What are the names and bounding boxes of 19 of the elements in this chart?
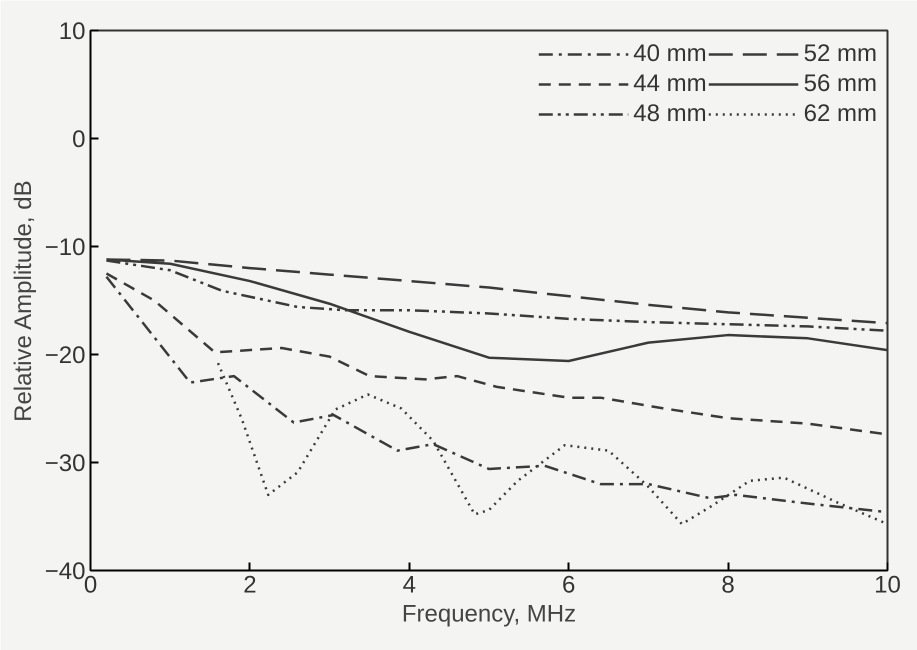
- y-tick-label: −10: [44, 234, 86, 261]
- legend-label: 62 mm: [804, 100, 877, 128]
- x-tick-label: 10: [874, 572, 901, 598]
- legend-label: 56 mm: [804, 70, 877, 98]
- legend-label: 52 mm: [804, 40, 877, 68]
- y-axis-title: Relative Amplitude, dB: [10, 180, 37, 422]
- legend-label: 48 mm: [633, 100, 707, 128]
- x-tick-label: 4: [402, 572, 416, 598]
- y-tick-label: −20: [44, 342, 86, 369]
- legend-label: 44 mm: [633, 70, 707, 98]
- legend-label: 40 mm: [633, 40, 707, 68]
- x-tick-label: 8: [721, 572, 735, 598]
- y-tick-label: 10: [58, 18, 86, 45]
- x-axis-title: Frequency, MHz: [402, 600, 576, 628]
- x-tick-label: 2: [243, 572, 257, 598]
- x-tick-label: 6: [562, 572, 576, 598]
- y-tick-label: −30: [44, 450, 86, 477]
- y-tick-label: −40: [44, 558, 86, 585]
- y-tick-label: 0: [72, 126, 86, 153]
